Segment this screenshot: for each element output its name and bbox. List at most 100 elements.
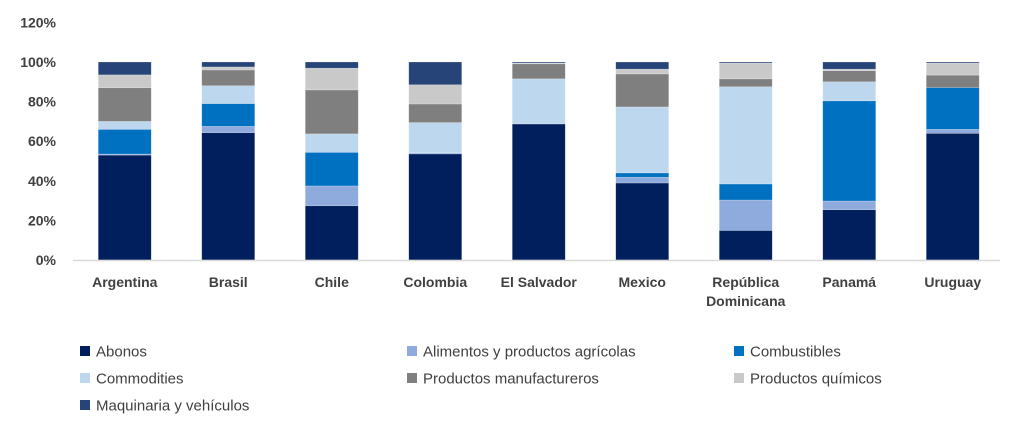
bar-segment-productos-qu-micos bbox=[201, 66, 256, 71]
bar-segment-abonos bbox=[615, 182, 670, 261]
y-tick-label: 20% bbox=[28, 212, 57, 228]
bar-segment-abonos bbox=[304, 205, 359, 261]
bar-stack bbox=[304, 61, 359, 261]
x-axis-labels: Argentina Brasil Chile Colombia El Salvador M… bbox=[92, 274, 981, 309]
bar-stack bbox=[925, 61, 980, 261]
y-axis-ticks: 0% 20% 40% 60% 80% 100% 120% bbox=[20, 14, 56, 268]
bar-segment-abonos bbox=[201, 132, 256, 261]
bar-segment-alimentos-y-productos-agr-colas bbox=[925, 129, 980, 134]
legend-swatch bbox=[407, 373, 417, 383]
bar-segment-maquinaria-y-veh-culos bbox=[925, 61, 980, 64]
bar-segment-maquinaria-y-veh-culos bbox=[97, 61, 152, 76]
bar-segment-commodities bbox=[201, 85, 256, 104]
legend: Abonos Alimentos y productos agrícolas Com… bbox=[80, 344, 882, 415]
bar-stack bbox=[822, 61, 877, 261]
bar-segment-combustibles bbox=[822, 100, 877, 202]
bar-stack bbox=[201, 61, 256, 261]
legend-label: Productos químicos bbox=[750, 371, 882, 388]
bar-segment-maquinaria-y-veh-culos bbox=[822, 61, 877, 70]
legend-item: Alimentos y productos agrícolas bbox=[407, 344, 636, 361]
bar-segment-combustibles bbox=[304, 151, 359, 187]
legend-item: Commodities bbox=[80, 371, 184, 388]
legend-item: Maquinaria y vehículos bbox=[80, 398, 249, 415]
bar-segment-productos-manufactureros bbox=[822, 70, 877, 83]
bar-segment-abonos bbox=[511, 123, 566, 261]
legend-label: Productos manufactureros bbox=[423, 371, 599, 388]
bar-segment-alimentos-y-productos-agr-colas bbox=[201, 126, 256, 133]
legend-label: Combustibles bbox=[750, 344, 841, 361]
bar-segment-productos-qu-micos bbox=[304, 67, 359, 91]
y-tick-label: 60% bbox=[28, 133, 57, 149]
y-tick-label: 80% bbox=[28, 94, 57, 110]
legend-item: Productos químicos bbox=[734, 371, 882, 388]
bar-segment-abonos bbox=[408, 153, 463, 261]
bar-segment-abonos bbox=[925, 132, 980, 261]
bar-segment-maquinaria-y-veh-culos bbox=[408, 61, 463, 86]
bar-segment-combustibles bbox=[615, 172, 670, 178]
bar-segment-commodities bbox=[822, 81, 877, 102]
bar-segment-productos-qu-micos bbox=[615, 68, 670, 75]
bar-segment-productos-qu-micos bbox=[718, 62, 773, 80]
bar-segment-productos-manufactureros bbox=[408, 103, 463, 123]
y-tick-label: 40% bbox=[28, 173, 57, 189]
bar-segment-productos-manufactureros bbox=[718, 78, 773, 88]
x-tick-label: Argentina bbox=[92, 274, 158, 290]
bar-segment-abonos bbox=[718, 230, 773, 261]
bar-segment-productos-manufactureros bbox=[615, 73, 670, 108]
legend-item: Abonos bbox=[80, 344, 147, 361]
bar-segment-productos-manufactureros bbox=[925, 74, 980, 88]
bar-segment-commodities bbox=[408, 122, 463, 154]
x-tick-label: Mexico bbox=[619, 274, 666, 290]
bar-segment-combustibles bbox=[201, 103, 256, 127]
bar-segment-productos-manufactureros bbox=[97, 87, 152, 122]
bar-stack bbox=[511, 61, 566, 261]
y-tick-label: 0% bbox=[36, 252, 57, 268]
bar-segment-productos-manufactureros bbox=[511, 63, 566, 80]
bar-stack bbox=[408, 61, 463, 261]
y-tick-label: 120% bbox=[20, 14, 56, 30]
bars bbox=[97, 61, 980, 261]
bar-segment-commodities bbox=[304, 133, 359, 153]
x-tick-label: Chile bbox=[315, 274, 349, 290]
bar-segment-commodities bbox=[97, 121, 152, 130]
bar-segment-maquinaria-y-veh-culos bbox=[718, 61, 773, 64]
x-tick-label: El Salvador bbox=[501, 274, 578, 290]
x-tick-label: Dominicana bbox=[706, 293, 786, 309]
bar-segment-combustibles bbox=[97, 129, 152, 155]
bar-segment-maquinaria-y-veh-culos bbox=[615, 61, 670, 70]
x-tick-label: Colombia bbox=[403, 274, 467, 290]
bar-segment-productos-qu-micos bbox=[408, 84, 463, 105]
bar-stack bbox=[718, 61, 773, 261]
x-tick-label: República bbox=[712, 274, 779, 290]
bar-segment-abonos bbox=[97, 154, 152, 261]
legend-swatch bbox=[734, 346, 744, 356]
bar-segment-combustibles bbox=[925, 87, 980, 130]
legend-item: Productos manufactureros bbox=[407, 371, 599, 388]
bar-segment-commodities bbox=[718, 86, 773, 185]
bar-segment-commodities bbox=[615, 106, 670, 174]
x-tick-label: Panamá bbox=[822, 274, 876, 290]
bar-segment-alimentos-y-productos-agr-colas bbox=[822, 200, 877, 211]
bar-stack bbox=[615, 61, 670, 261]
bar-segment-alimentos-y-productos-agr-colas bbox=[304, 185, 359, 207]
legend-swatch bbox=[80, 400, 90, 410]
bar-segment-productos-manufactureros bbox=[201, 69, 256, 87]
legend-label: Maquinaria y vehículos bbox=[96, 398, 249, 415]
legend-label: Abonos bbox=[96, 344, 147, 361]
bar-segment-combustibles bbox=[718, 183, 773, 201]
y-tick-label: 100% bbox=[20, 54, 56, 70]
x-tick-label: Uruguay bbox=[924, 274, 981, 290]
legend-label: Commodities bbox=[96, 371, 184, 388]
bar-segment-alimentos-y-productos-agr-colas bbox=[615, 176, 670, 184]
bar-segment-abonos bbox=[822, 209, 877, 261]
bar-segment-productos-qu-micos bbox=[925, 62, 980, 76]
bar-segment-commodities bbox=[511, 78, 566, 124]
legend-item: Combustibles bbox=[734, 344, 841, 361]
bar-segment-productos-manufactureros bbox=[304, 89, 359, 135]
bar-segment-alimentos-y-productos-agr-colas bbox=[718, 199, 773, 231]
bar-segment-maquinaria-y-veh-culos bbox=[201, 61, 256, 68]
legend-swatch bbox=[734, 373, 744, 383]
legend-swatch bbox=[80, 346, 90, 356]
x-tick-label: Brasil bbox=[209, 274, 248, 290]
